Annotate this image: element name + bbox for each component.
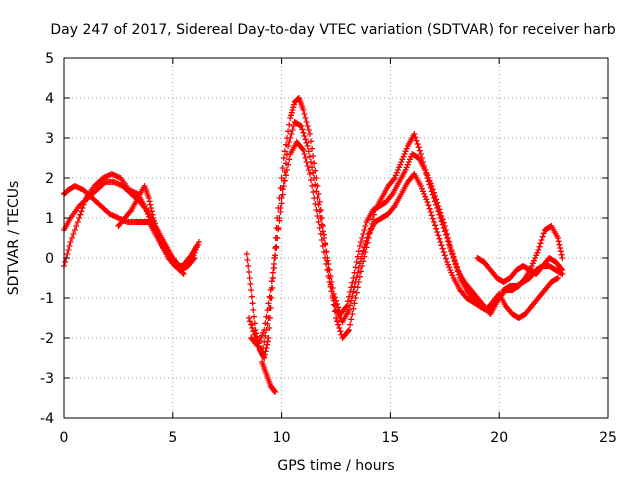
x-axis-title: GPS time / hours <box>277 458 394 474</box>
series-track-g <box>248 139 561 349</box>
y-tick-label: 3 <box>45 131 54 147</box>
y-tick-label: 0 <box>45 251 54 267</box>
x-tick-labels: 0 5 10 15 20 25 <box>60 430 617 446</box>
series-track-d <box>115 183 187 277</box>
plot-frame <box>63 57 609 419</box>
y-tick-label: 5 <box>45 51 54 67</box>
x-tick-label: 25 <box>599 430 617 446</box>
series-track-f <box>246 119 566 357</box>
y-tick-label: 2 <box>45 171 54 187</box>
x-tick-label: 15 <box>381 430 399 446</box>
y-tick-label: -1 <box>40 291 54 307</box>
axis-ticks <box>63 57 609 419</box>
series-track-h <box>259 359 279 395</box>
series-track-i <box>474 255 566 285</box>
x-tick-label: 5 <box>168 430 177 446</box>
series-track-c <box>61 183 198 273</box>
y-axis-title: SDTVAR / TECUs <box>6 181 22 296</box>
grid <box>64 58 608 418</box>
y-tick-labels: -4 -3 -2 -1 0 1 2 3 4 5 <box>40 51 54 427</box>
x-tick-label: 20 <box>490 430 508 446</box>
y-tick-label: -2 <box>40 331 54 347</box>
x-tick-label: 0 <box>60 430 69 446</box>
series-marks <box>61 95 566 395</box>
y-tick-label: 4 <box>45 91 54 107</box>
x-tick-label: 10 <box>273 430 291 446</box>
chart-title: Day 247 of 2017, Sidereal Day-to-day VTE… <box>50 22 615 38</box>
y-tick-label: -4 <box>40 411 54 427</box>
y-tick-label: 1 <box>45 211 54 227</box>
y-tick-label: -3 <box>40 371 54 387</box>
